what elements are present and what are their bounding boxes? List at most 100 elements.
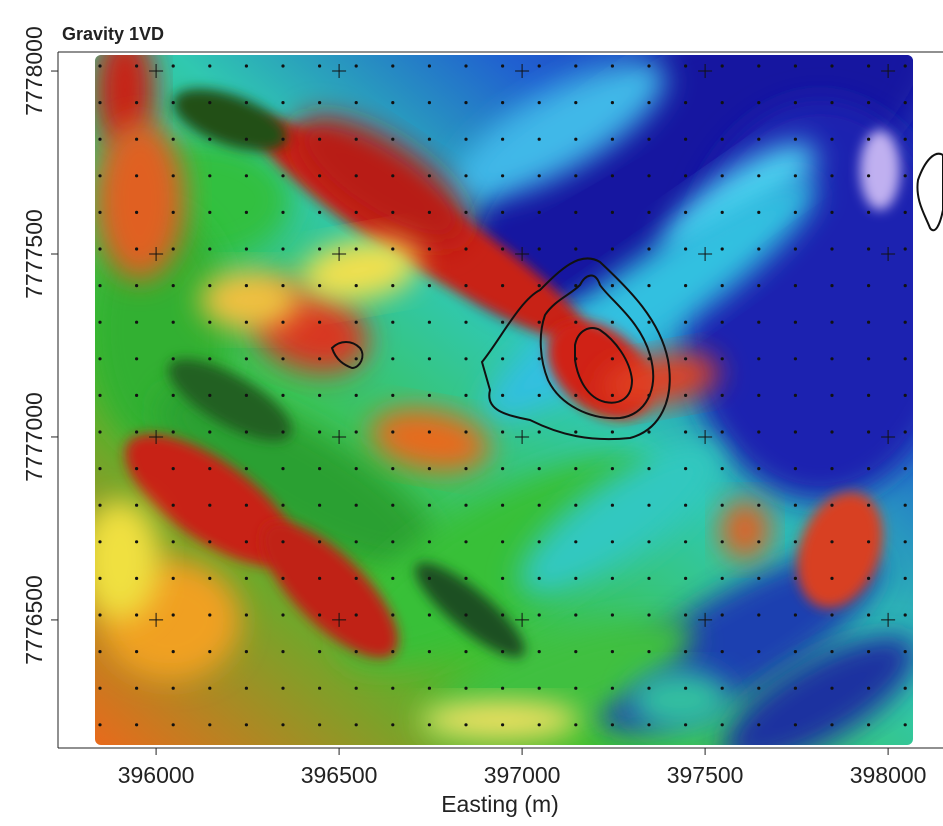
station-point	[391, 430, 395, 434]
station-point	[391, 101, 395, 105]
station-point	[244, 210, 248, 214]
station-point	[281, 430, 285, 434]
station-point	[427, 247, 431, 251]
station-point	[610, 101, 615, 105]
station-point	[647, 430, 651, 434]
station-point	[427, 540, 431, 544]
station-point	[501, 393, 505, 397]
station-point	[647, 247, 651, 251]
station-point	[281, 393, 285, 397]
station-point	[684, 284, 688, 288]
station-point	[318, 540, 322, 544]
heatmap-blob	[860, 130, 900, 210]
crosshair	[881, 612, 896, 627]
station-point	[793, 503, 798, 507]
station-point	[318, 174, 322, 178]
station-point	[720, 723, 724, 727]
station-point	[464, 210, 468, 214]
station-point	[427, 320, 431, 324]
station-point	[501, 284, 505, 288]
station-point	[354, 576, 358, 581]
station-point	[501, 320, 505, 324]
station-point	[903, 576, 907, 581]
station-point	[244, 247, 248, 251]
station-point	[171, 101, 175, 105]
station-point	[757, 540, 761, 544]
station-point	[720, 650, 724, 654]
axes: 396000 396500 397000 397500 398000 7776500 777…	[21, 26, 926, 788]
station-point	[610, 210, 615, 214]
heatmap-blob	[293, 116, 467, 244]
station-point	[464, 357, 468, 361]
station-point	[318, 284, 322, 288]
station-point	[208, 101, 212, 105]
station-point	[135, 723, 139, 727]
heatmap-blob	[95, 120, 185, 280]
station-point	[903, 247, 907, 251]
station-point	[830, 650, 834, 654]
station-point	[281, 723, 285, 727]
station-point	[464, 503, 468, 507]
station-point	[354, 64, 358, 68]
station-point	[318, 101, 322, 105]
x-tick-label: 396500	[301, 762, 378, 788]
station-point	[720, 576, 724, 581]
station-point	[720, 686, 724, 690]
station-point	[135, 64, 139, 68]
station-point	[464, 101, 468, 105]
station-point	[427, 137, 431, 141]
station-point	[318, 576, 322, 581]
station-point	[720, 101, 724, 105]
station-point	[757, 503, 761, 507]
station-point	[171, 613, 175, 617]
station-point	[427, 357, 431, 361]
station-point	[793, 393, 798, 397]
station-point	[610, 613, 615, 617]
station-point	[867, 64, 871, 68]
station-point	[537, 430, 541, 434]
station-point	[867, 686, 871, 690]
station-point	[318, 467, 322, 471]
station-point	[354, 686, 358, 690]
station-point	[391, 247, 395, 251]
station-point	[98, 613, 102, 617]
station-point	[793, 320, 798, 324]
station-point	[867, 320, 871, 324]
station-point	[208, 540, 212, 544]
station-point	[793, 613, 798, 617]
station-point	[98, 320, 102, 324]
station-point	[391, 357, 395, 361]
station-point	[171, 174, 175, 178]
station-point	[391, 320, 395, 324]
station-point	[757, 247, 761, 251]
station-point	[684, 357, 688, 361]
x-tick-label: 396000	[118, 762, 195, 788]
station-point	[903, 613, 907, 617]
station-point	[574, 503, 578, 507]
station-point	[464, 467, 468, 471]
station-point	[464, 64, 468, 68]
crosshair	[149, 612, 164, 627]
station-point	[281, 247, 285, 251]
heatmap-blob	[168, 358, 292, 442]
station-point	[208, 686, 212, 690]
station-point	[867, 357, 871, 361]
station-point	[867, 613, 871, 617]
station-point	[793, 540, 798, 544]
station-point	[171, 357, 175, 361]
station-point	[537, 503, 541, 507]
station-point	[98, 467, 102, 471]
x-tick-label: 397000	[484, 762, 561, 788]
station-point	[610, 64, 615, 68]
station-point	[610, 723, 615, 727]
station-point	[903, 210, 907, 214]
station-point	[867, 284, 871, 288]
station-point	[464, 723, 468, 727]
station-point	[684, 393, 688, 397]
station-point	[793, 137, 798, 141]
station-point	[830, 686, 834, 690]
station-point	[281, 686, 285, 690]
station-point	[464, 137, 468, 141]
heatmap-blob	[797, 491, 883, 609]
station-point	[281, 576, 285, 581]
